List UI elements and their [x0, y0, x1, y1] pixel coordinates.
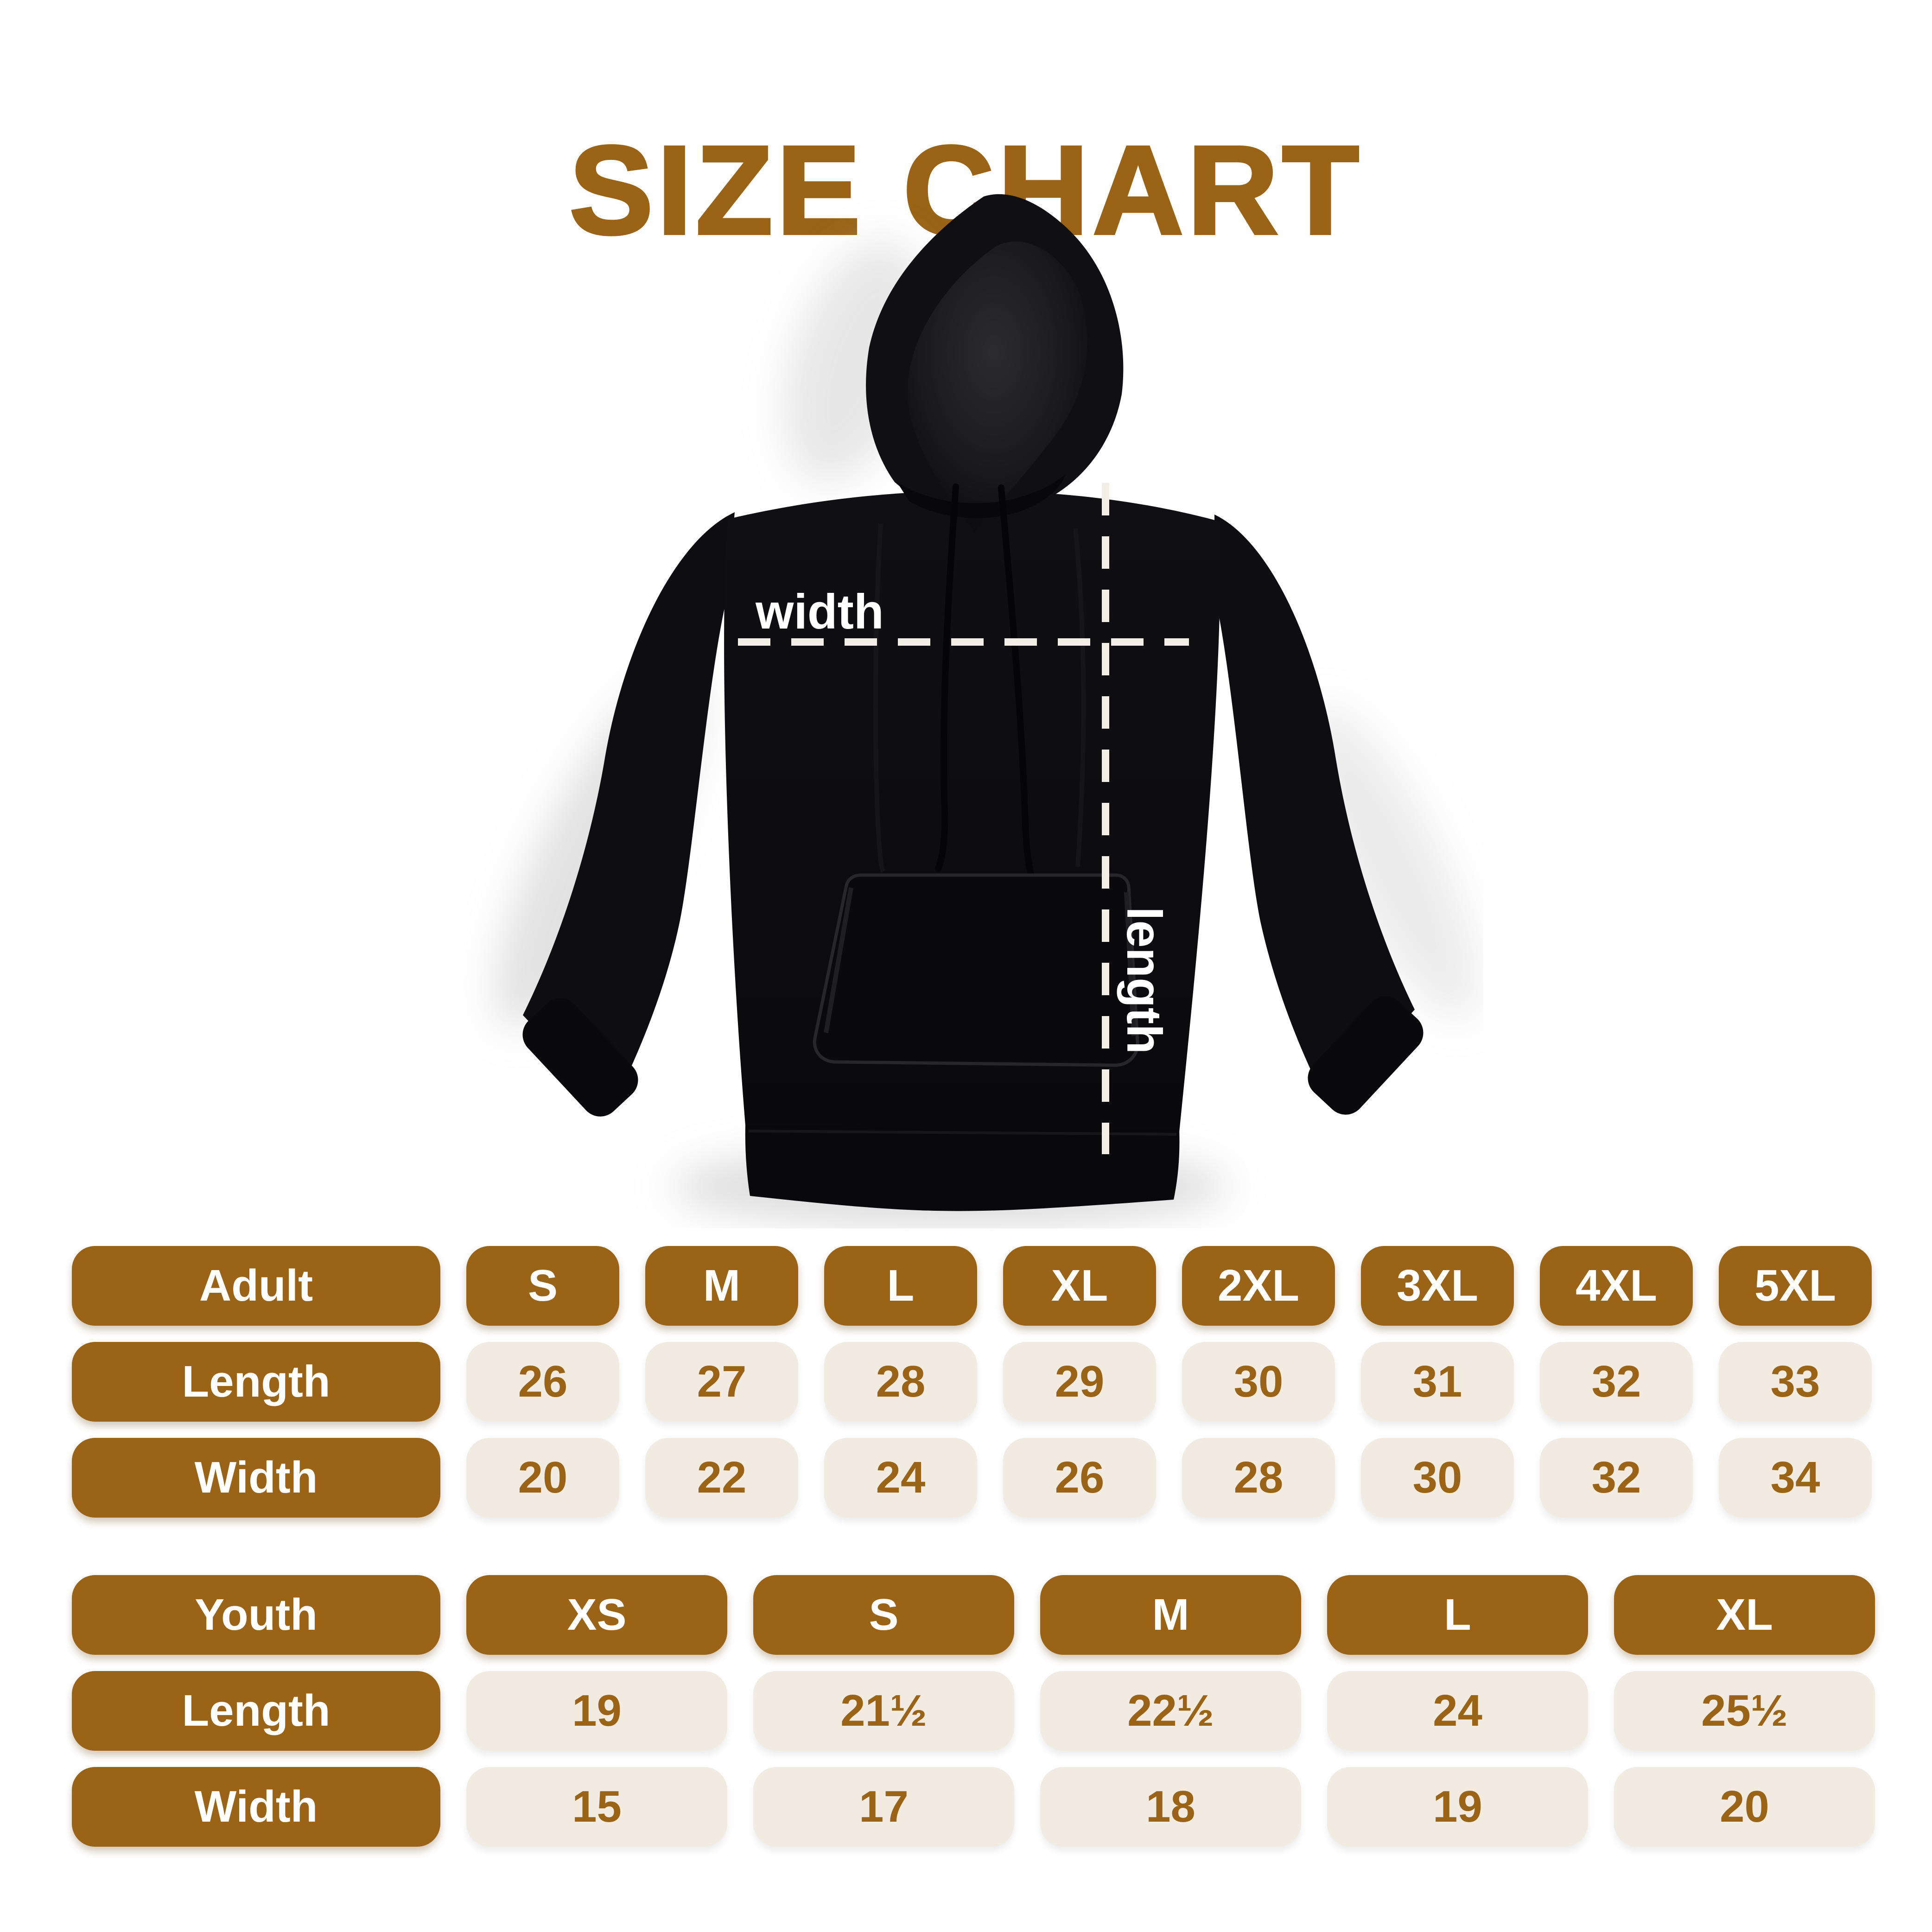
measure-value-cell: 22½ [1040, 1671, 1301, 1751]
measure-value-cell: 30 [1182, 1342, 1335, 1422]
size-header-cell: XS [466, 1575, 727, 1655]
measure-value-cell: 34 [1719, 1438, 1872, 1518]
measure-value-cell: 15 [466, 1767, 727, 1847]
adult-size-table: Adult S M L XL 2XL 3XL 4XL 5XL Length 26 27 28 29 30 31… [72, 1246, 1872, 1518]
measure-label-cell: Width [72, 1438, 440, 1518]
hoodie-left-sleeve [523, 512, 735, 1109]
measure-value-cell: 33 [1719, 1342, 1872, 1422]
measure-value-cell: 22 [645, 1438, 798, 1518]
measure-label-cell: Length [72, 1671, 440, 1751]
size-header-cell: M [1040, 1575, 1301, 1655]
size-header-cell: L [824, 1246, 977, 1326]
measure-label-cell: Width [72, 1767, 440, 1847]
drawstring-right [998, 484, 1035, 880]
size-header-cell: 2XL [1182, 1246, 1335, 1326]
measure-value-cell: 17 [753, 1767, 1014, 1847]
hoodie-right-sleeve [1214, 515, 1415, 1106]
size-header-cell: 4XL [1540, 1246, 1693, 1326]
measure-label-cell: Length [72, 1342, 440, 1422]
drawstring-left [935, 483, 959, 872]
measure-value-cell: 24 [1327, 1671, 1588, 1751]
measure-value-cell: 24 [824, 1438, 977, 1518]
measure-value-cell: 26 [466, 1342, 619, 1422]
group-header-cell: Youth [72, 1575, 440, 1655]
measure-value-cell: 28 [824, 1342, 977, 1422]
hoodie-left-cuff [522, 998, 638, 1117]
measure-value-cell: 27 [645, 1342, 798, 1422]
width-measure-label: width [755, 585, 884, 639]
size-header-cell: L [1327, 1575, 1588, 1655]
size-header-cell: S [753, 1575, 1014, 1655]
measure-value-cell: 32 [1540, 1342, 1693, 1422]
hoodie-image: width length [495, 194, 1478, 1227]
fabric-crease [1073, 528, 1086, 867]
measure-value-cell: 20 [466, 1438, 619, 1518]
length-measure-label: length [1117, 907, 1171, 1054]
measure-value-cell: 21½ [753, 1671, 1014, 1751]
hoodie-diagram: width length [464, 162, 1483, 1228]
hoodie-right-cuff [1308, 996, 1424, 1115]
measure-value-cell: 29 [1003, 1342, 1156, 1422]
size-header-cell: XL [1614, 1575, 1875, 1655]
measure-value-cell: 31 [1361, 1342, 1514, 1422]
youth-size-table: Youth XS S M L XL Length 19 21½ 22½ 24 25½ Width 15 17… [72, 1575, 1875, 1847]
pocket-opening-right [1124, 892, 1136, 1036]
hood-interior [907, 242, 1087, 532]
size-header-cell: M [645, 1246, 798, 1326]
size-header-cell: 3XL [1361, 1246, 1514, 1326]
measure-value-cell: 25½ [1614, 1671, 1875, 1751]
measure-value-cell: 19 [466, 1671, 727, 1751]
pocket-opening-left [824, 887, 853, 1033]
hoodie-collar [897, 474, 1066, 518]
measure-value-cell: 18 [1040, 1767, 1301, 1847]
kangaroo-pocket [813, 873, 1139, 1067]
size-header-cell: S [466, 1246, 619, 1326]
size-header-cell: XL [1003, 1246, 1156, 1326]
measure-value-cell: 26 [1003, 1438, 1156, 1518]
measure-value-cell: 28 [1182, 1438, 1335, 1518]
measure-value-cell: 19 [1327, 1767, 1588, 1847]
measure-value-cell: 20 [1614, 1767, 1875, 1847]
fabric-crease [873, 523, 885, 873]
group-header-cell: Adult [72, 1246, 440, 1326]
hoodie-hem [745, 1125, 1180, 1211]
measure-value-cell: 32 [1540, 1438, 1693, 1518]
size-header-cell: 5XL [1719, 1246, 1872, 1326]
measure-value-cell: 30 [1361, 1438, 1514, 1518]
